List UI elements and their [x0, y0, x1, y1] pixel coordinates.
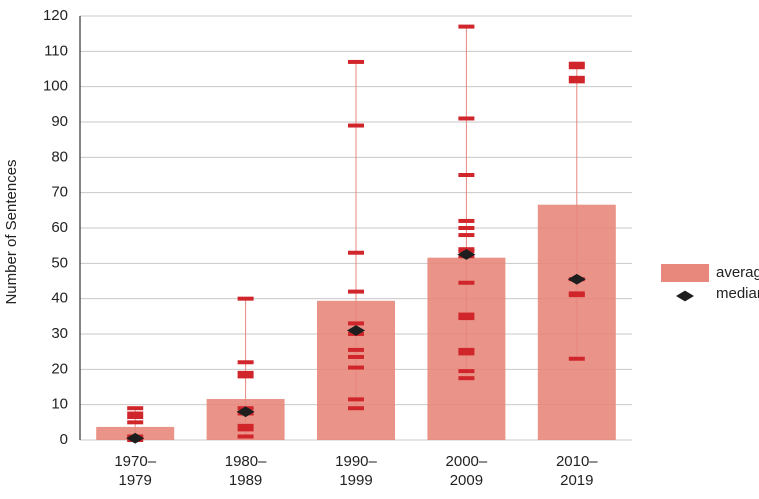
x-tick-label: 2010–2019	[555, 453, 598, 489]
data-point	[348, 365, 364, 370]
data-point	[458, 233, 475, 238]
y-tick-label: 120	[43, 7, 68, 24]
data-point	[237, 374, 254, 379]
data-point	[458, 369, 475, 374]
y-tick-label: 10	[51, 396, 68, 413]
data-point	[458, 280, 475, 285]
data-point	[568, 79, 585, 84]
data-point	[348, 59, 364, 64]
data-point	[237, 370, 254, 375]
data-point	[458, 226, 475, 230]
median-marker	[347, 325, 365, 336]
y-tick-label: 50	[51, 254, 68, 271]
x-tick-label: 1980–1989	[224, 453, 267, 489]
legend-swatch	[661, 264, 709, 282]
x-tick-label: 1970–1979	[114, 453, 157, 489]
y-tick-label: 40	[51, 290, 68, 307]
data-point	[458, 351, 475, 356]
data-point	[458, 376, 475, 381]
data-point	[568, 61, 585, 66]
data-point	[348, 321, 364, 326]
data-point	[348, 406, 364, 411]
data-point	[127, 406, 144, 411]
y-tick-label: 70	[51, 184, 68, 201]
y-axis-title: Number of Sentences	[3, 159, 20, 304]
data-point	[458, 347, 475, 352]
legend-marker	[676, 290, 694, 302]
data-point	[348, 289, 364, 294]
data-point	[458, 173, 475, 177]
data-point	[348, 354, 364, 359]
data-point	[348, 250, 364, 255]
median-marker	[236, 406, 255, 418]
data-point	[237, 423, 254, 428]
data-point	[237, 427, 254, 432]
median-marker	[126, 432, 145, 444]
data-point	[348, 123, 364, 128]
data-point	[348, 397, 364, 402]
data-point	[458, 116, 475, 121]
y-tick-label: 30	[51, 325, 68, 342]
y-tick-label: 110	[44, 42, 68, 59]
data-point	[568, 75, 585, 80]
y-tick-label: 20	[51, 360, 68, 377]
data-point	[458, 218, 475, 223]
data-point	[458, 312, 475, 317]
data-point	[237, 434, 254, 439]
median-marker	[457, 249, 476, 260]
y-tick-label: 60	[51, 219, 68, 236]
data-point	[237, 360, 254, 365]
y-tick-label: 100	[43, 78, 68, 95]
data-point	[458, 24, 475, 29]
data-point	[127, 411, 144, 416]
data-point	[127, 420, 144, 425]
data-point	[348, 347, 364, 352]
y-tick-label: 90	[51, 113, 68, 130]
data-point	[237, 296, 254, 301]
legend-label: median	[716, 285, 759, 302]
y-tick-label: 80	[51, 148, 68, 165]
data-point	[568, 65, 585, 70]
data-point	[568, 291, 585, 296]
median-marker	[567, 273, 586, 285]
legend-label: average	[716, 264, 759, 281]
x-tick-label: 2000–2009	[445, 453, 488, 489]
x-tick-label: 1990–1999	[335, 453, 377, 489]
data-point	[458, 316, 475, 321]
data-point	[127, 415, 144, 420]
y-tick-label: 0	[60, 431, 68, 448]
data-point	[568, 356, 585, 361]
